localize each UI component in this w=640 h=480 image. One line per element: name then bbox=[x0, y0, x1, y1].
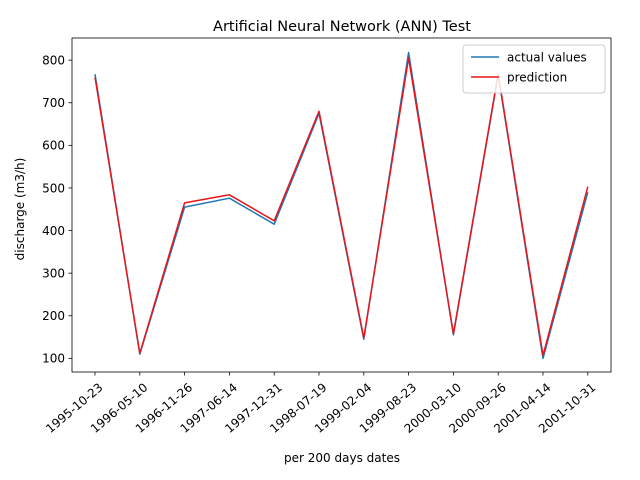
y-tick-label: 700 bbox=[42, 96, 65, 110]
legend: actual values prediction bbox=[462, 44, 606, 94]
legend-label-0: actual values bbox=[507, 50, 587, 64]
x-axis-label: per 200 days dates bbox=[284, 451, 400, 465]
y-tick-label: 200 bbox=[42, 309, 65, 323]
y-tick-label: 500 bbox=[42, 181, 65, 195]
plot-area bbox=[71, 37, 612, 373]
y-tick-label: 800 bbox=[42, 53, 65, 67]
chart-title: Artificial Neural Network (ANN) Test bbox=[213, 19, 471, 35]
y-tick-label: 400 bbox=[42, 224, 65, 238]
x-axis: 1995-10-231996-05-101996-11-261997-06-14… bbox=[43, 372, 598, 436]
y-axis-label: discharge (m3/h) bbox=[13, 158, 27, 261]
y-tick-label: 600 bbox=[42, 139, 65, 153]
y-axis: 100 200 300 400 500 600 700 800 bbox=[42, 53, 72, 366]
legend-label-1: prediction bbox=[507, 70, 567, 84]
series-line-1 bbox=[94, 57, 589, 357]
y-tick-label: 100 bbox=[42, 352, 65, 366]
y-tick-label: 300 bbox=[42, 266, 65, 280]
series-line-0 bbox=[94, 51, 589, 360]
plot-frame bbox=[71, 37, 612, 373]
